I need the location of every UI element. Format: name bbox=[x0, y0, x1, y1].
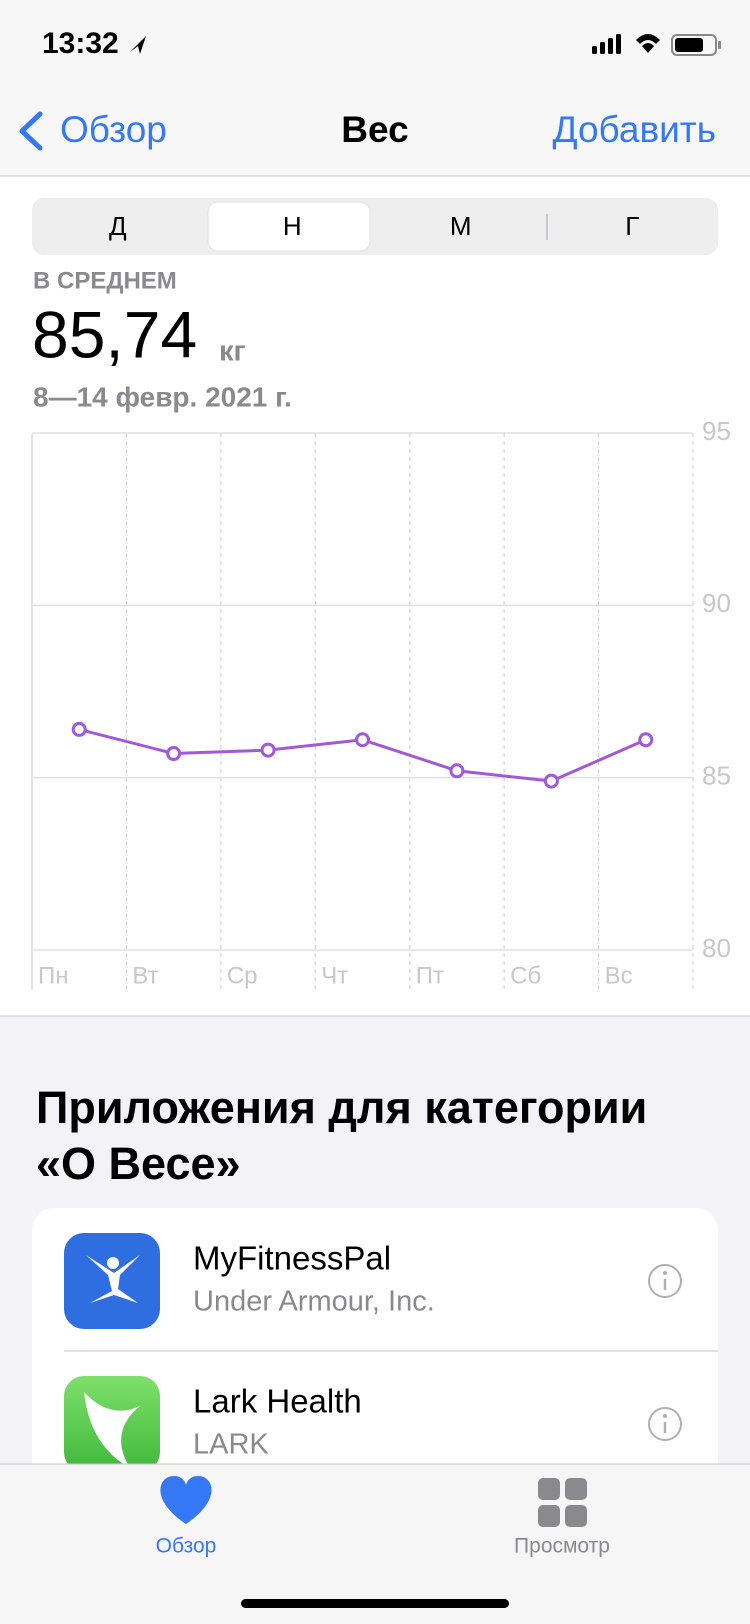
info-button[interactable] bbox=[648, 1264, 682, 1298]
x-tick-label: Вт bbox=[132, 962, 158, 989]
add-button[interactable]: Добавить bbox=[552, 109, 716, 150]
app-name[interactable]: Lark Health bbox=[193, 1383, 362, 1420]
section-title: Приложения для категории bbox=[36, 1082, 647, 1133]
segmented-control bbox=[32, 198, 718, 255]
info-dot bbox=[663, 1414, 667, 1418]
data-point bbox=[543, 773, 559, 789]
data-point bbox=[355, 732, 370, 748]
tab-label[interactable]: Просмотр bbox=[514, 1535, 610, 1558]
nav-title: Вес bbox=[341, 109, 408, 150]
tab-label[interactable]: Обзор bbox=[156, 1535, 217, 1558]
app-developer: Under Armour, Inc. bbox=[193, 1286, 435, 1318]
y-tick-label: 85 bbox=[702, 761, 731, 791]
x-tick-label: Сб bbox=[510, 962, 541, 989]
x-tick-label: Ср bbox=[227, 962, 258, 989]
app-developer: LARK bbox=[193, 1429, 269, 1461]
summary-unit: кг bbox=[219, 336, 246, 368]
segment-selected bbox=[207, 201, 371, 252]
segment[interactable]: Г bbox=[625, 211, 639, 241]
y-tick-label: 90 bbox=[702, 588, 731, 618]
home-indicator bbox=[241, 1599, 509, 1608]
app-name[interactable]: MyFitnessPal bbox=[193, 1240, 391, 1277]
x-tick-label: Пн bbox=[38, 962, 69, 989]
data-point bbox=[449, 763, 465, 779]
browse-icon-tile[interactable] bbox=[565, 1505, 587, 1527]
x-tick-label: Вс bbox=[605, 962, 633, 989]
icon-figure bbox=[86, 1255, 140, 1303]
data-point bbox=[71, 721, 87, 737]
icon-leaf bbox=[84, 1392, 140, 1468]
location-icon bbox=[130, 36, 146, 54]
signal-bar bbox=[592, 46, 597, 54]
segment[interactable]: Д bbox=[109, 211, 127, 241]
back-button[interactable]: Обзор bbox=[60, 109, 167, 150]
info-button[interactable] bbox=[648, 1407, 682, 1441]
battery-outline bbox=[671, 34, 717, 56]
wifi-icon bbox=[636, 34, 660, 53]
status-time: 13:32 bbox=[42, 27, 119, 60]
back-chevron[interactable] bbox=[19, 111, 43, 151]
summary-value: 85,74 bbox=[32, 297, 197, 371]
tab-bar bbox=[0, 1464, 750, 1624]
segment[interactable]: Н bbox=[283, 211, 302, 241]
data-point bbox=[260, 742, 276, 758]
data-point bbox=[638, 732, 654, 748]
x-tick-label: Пт bbox=[416, 962, 444, 989]
summary-range: 8—14 февр. 2021 г. bbox=[33, 381, 292, 412]
browse-icon-tile[interactable] bbox=[538, 1505, 560, 1527]
heart-icon[interactable] bbox=[160, 1476, 212, 1524]
section-title: «О Весе» bbox=[36, 1138, 241, 1189]
header-background bbox=[0, 0, 750, 176]
signal-bar bbox=[600, 42, 605, 54]
info-dot bbox=[663, 1271, 667, 1275]
battery-tip bbox=[718, 41, 721, 49]
browse-icon-tile[interactable] bbox=[538, 1478, 560, 1500]
content-background bbox=[0, 176, 750, 1016]
icon-figure-head bbox=[107, 1257, 119, 1269]
summary-label: В СРЕДНЕМ bbox=[33, 267, 177, 294]
signal-bar bbox=[616, 34, 621, 54]
apps-card bbox=[32, 1208, 718, 1508]
data-point bbox=[166, 746, 182, 762]
y-tick-label: 95 bbox=[702, 416, 731, 446]
browse-icon-tile[interactable] bbox=[565, 1478, 587, 1500]
signal-bar bbox=[608, 38, 613, 54]
x-tick-label: Чт bbox=[321, 962, 348, 989]
y-tick-label: 80 bbox=[702, 933, 731, 963]
segment[interactable]: М bbox=[450, 211, 472, 241]
battery-level bbox=[675, 38, 703, 52]
